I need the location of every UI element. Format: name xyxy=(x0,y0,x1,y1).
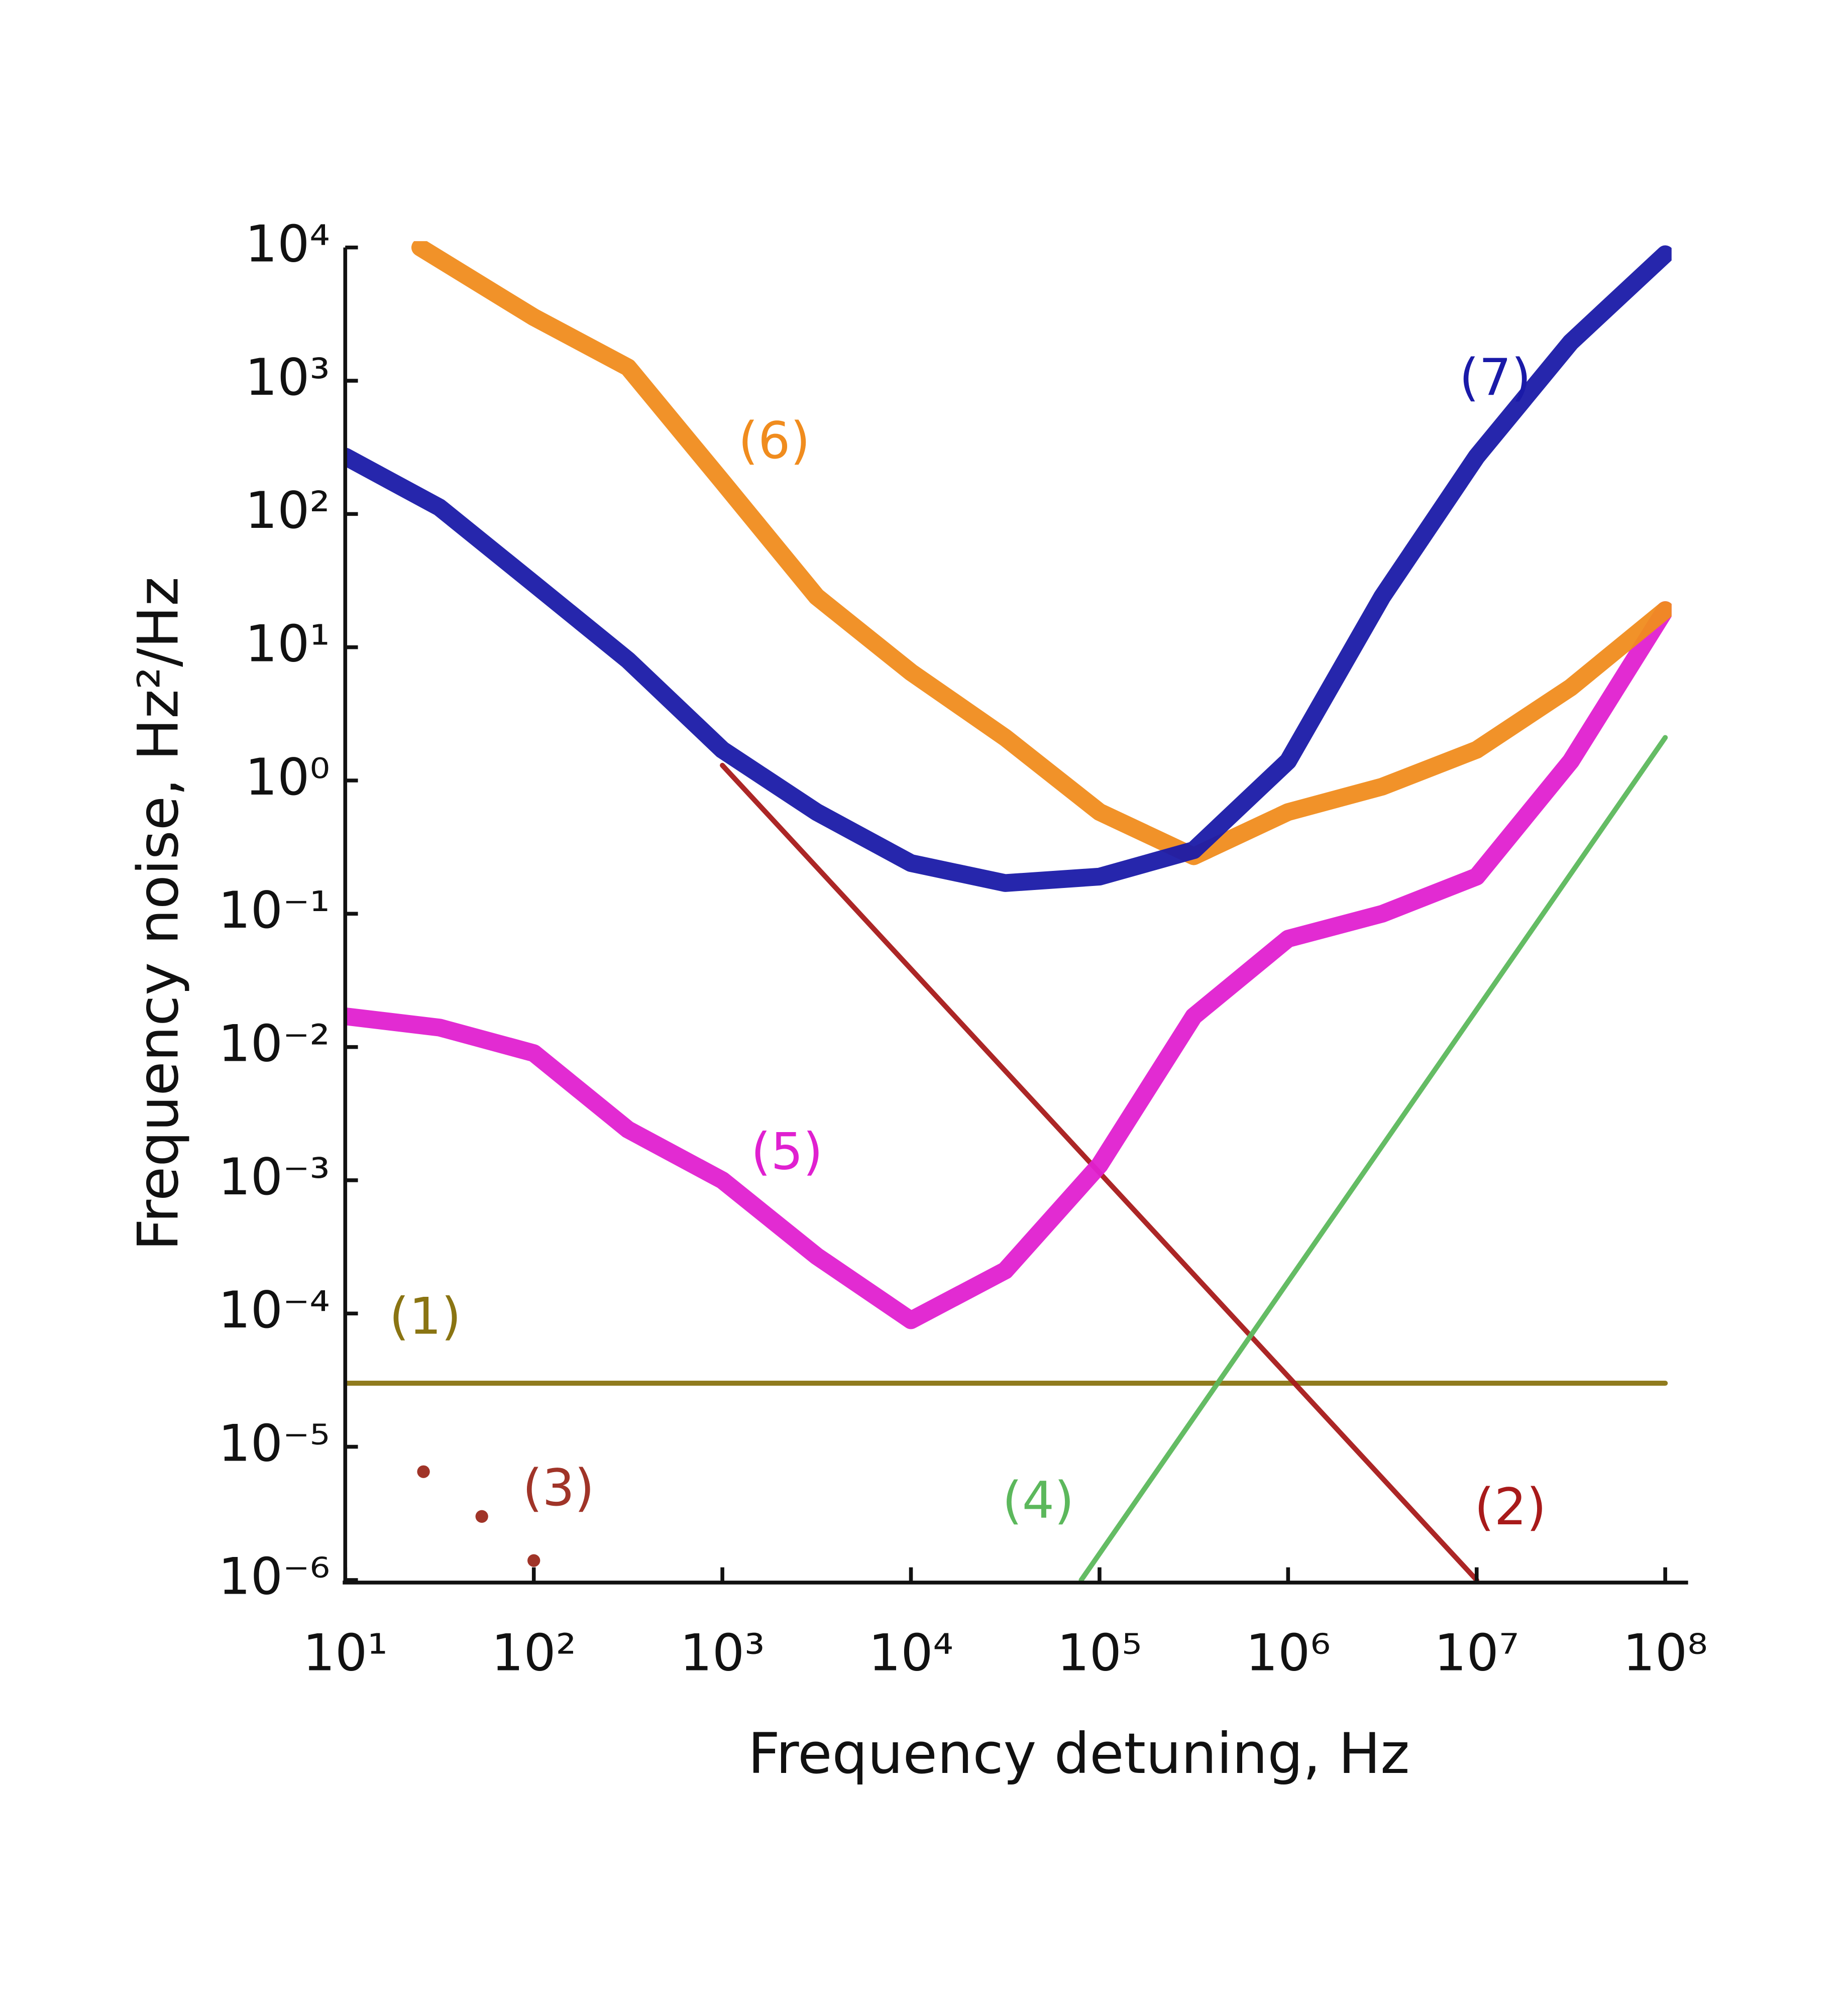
x-tick-label: 10⁸ xyxy=(1623,1623,1708,1682)
data-point xyxy=(475,1510,488,1523)
x-tick-label: 10¹ xyxy=(303,1623,388,1682)
y-axis-title: Frequency noise, Hz²/Hz xyxy=(127,577,191,1251)
series-line xyxy=(411,241,1672,865)
series-label: (3) xyxy=(522,1458,594,1517)
data-point xyxy=(527,1554,540,1567)
y-tick-label: 10⁻³ xyxy=(218,1147,330,1206)
y-tick-label: 10⁻⁴ xyxy=(218,1280,330,1340)
plot-area xyxy=(345,241,1672,1583)
y-tick-label: 10⁰ xyxy=(245,747,330,807)
y-tick-label: 10⁻¹ xyxy=(218,880,330,940)
y-tick-label: 10³ xyxy=(245,348,330,407)
series-line xyxy=(1078,735,1668,1583)
x-tick-label: 10⁴ xyxy=(868,1623,953,1682)
y-tick-label: 10¹ xyxy=(245,614,330,674)
series-line xyxy=(345,245,1672,892)
series-label: (1) xyxy=(389,1287,461,1346)
y-tick-label: 10⁻² xyxy=(218,1014,330,1073)
x-tick-label: 10⁵ xyxy=(1057,1623,1142,1682)
y-tick-label: 10² xyxy=(245,481,330,540)
series-label: (6) xyxy=(738,411,810,470)
y-tick-label: 10⁻⁵ xyxy=(218,1413,330,1473)
x-tick-label: 10² xyxy=(491,1623,576,1682)
x-tick-label: 10³ xyxy=(680,1623,765,1682)
series-label: (7) xyxy=(1459,348,1531,407)
series-label: (5) xyxy=(751,1122,823,1181)
series-label: (2) xyxy=(1474,1477,1546,1536)
x-axis-title: Frequency detuning, Hz xyxy=(748,1722,1409,1787)
y-tick-label: 10⁴ xyxy=(245,214,330,274)
data-point xyxy=(417,1465,430,1478)
x-tick-label: 10⁷ xyxy=(1434,1623,1519,1682)
series-line xyxy=(345,601,1672,1329)
y-tick-label: 10⁻⁶ xyxy=(218,1547,330,1606)
series-label: (4) xyxy=(1002,1471,1074,1530)
x-tick-label: 10⁶ xyxy=(1246,1623,1331,1682)
